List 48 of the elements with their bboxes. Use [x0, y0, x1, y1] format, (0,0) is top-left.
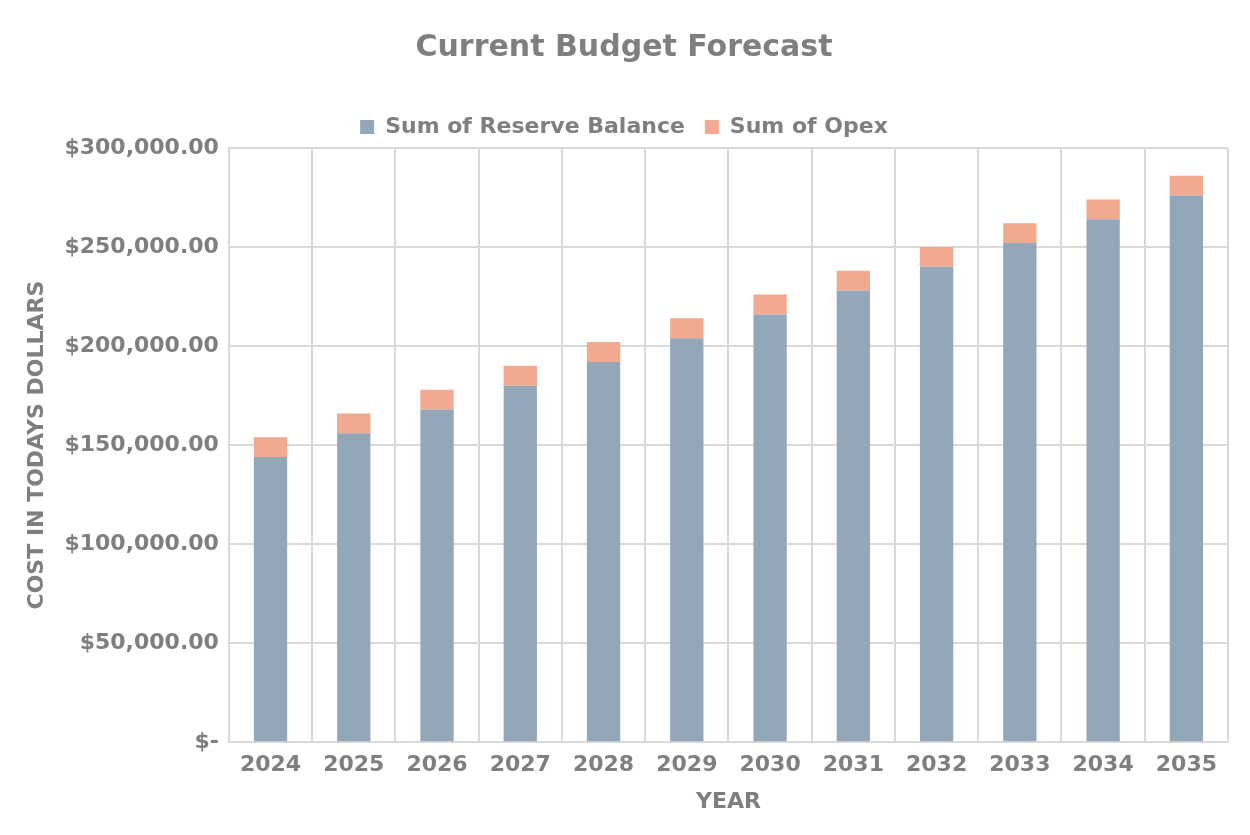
y-tick-label: $- [194, 727, 219, 753]
x-tick-label: 2035 [1155, 751, 1217, 777]
bar [670, 318, 704, 339]
y-axis-title: COST IN TODAYS DOLLARS [22, 280, 48, 610]
bar [1086, 219, 1120, 742]
legend-label: Sum of Opex [729, 112, 888, 138]
x-tick-label: 2030 [739, 751, 801, 777]
bar [753, 314, 787, 742]
bar [919, 266, 954, 742]
bar [1169, 175, 1204, 196]
bar [836, 290, 870, 742]
bar [337, 413, 371, 434]
bar [670, 338, 704, 742]
y-tick-label: $100,000.00 [64, 529, 219, 555]
x-axis-title: YEAR [694, 787, 761, 813]
x-tick-label: 2033 [989, 751, 1051, 777]
bar [503, 385, 537, 742]
legend-label: Sum of Reserve Balance [385, 112, 685, 138]
y-tick-label: $150,000.00 [64, 430, 219, 456]
x-tick-label: 2028 [572, 751, 635, 777]
bar [836, 270, 870, 291]
x-tick-label: 2034 [1072, 751, 1134, 777]
bar [586, 342, 621, 362]
x-tick-label: 2027 [489, 751, 551, 777]
bar [1003, 223, 1037, 244]
bar [253, 437, 288, 457]
x-tick-label: 2025 [323, 751, 385, 777]
y-tick-label: $50,000.00 [79, 628, 219, 654]
x-tick-label: 2024 [239, 751, 302, 777]
bar [1086, 199, 1120, 220]
bar [503, 365, 537, 386]
bar [420, 389, 454, 410]
x-tick-label: 2026 [406, 751, 468, 777]
bar [919, 247, 954, 267]
bar [1003, 243, 1037, 742]
bar [337, 433, 371, 742]
bar [253, 456, 288, 742]
y-tick-label: $250,000.00 [64, 232, 219, 258]
x-tick-label: 2029 [656, 751, 718, 777]
chart-title: Current Budget Forecast [415, 27, 833, 63]
y-tick-label: $200,000.00 [64, 331, 219, 357]
x-tick-label: 2031 [822, 751, 884, 777]
bar [1169, 195, 1204, 742]
bar [753, 294, 787, 315]
y-tick-label: $300,000.00 [64, 133, 219, 159]
x-tick-label: 2032 [905, 751, 968, 777]
bar [586, 361, 621, 742]
bar [420, 409, 454, 742]
